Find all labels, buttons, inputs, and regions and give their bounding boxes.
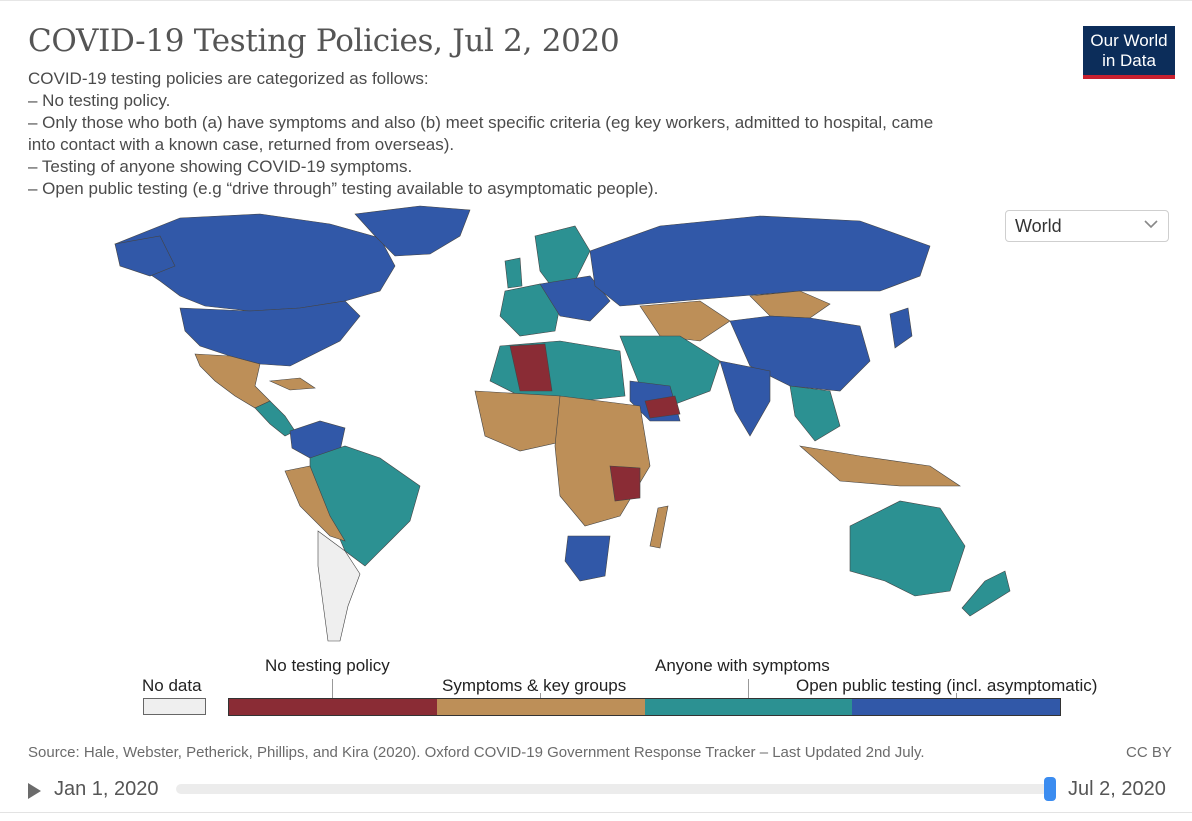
country-new-zealand[interactable] bbox=[961, 570, 1011, 617]
country-southeast-asia[interactable] bbox=[789, 385, 841, 442]
owid-logo[interactable]: Our World in Data bbox=[1083, 26, 1175, 79]
country-central-europe[interactable] bbox=[539, 275, 611, 322]
country-central-america[interactable] bbox=[254, 400, 296, 437]
timeline-end-date: Jul 2, 2020 bbox=[1068, 778, 1166, 800]
logo-line: in Data bbox=[1102, 51, 1156, 70]
source-note[interactable]: Source: Hale, Webster, Petherick, Philli… bbox=[28, 744, 925, 761]
license-link[interactable]: CC BY bbox=[1126, 744, 1172, 761]
country-uk[interactable] bbox=[504, 257, 523, 289]
legend-label-open-public: Open public testing (incl. asymptomatic) bbox=[796, 676, 1098, 695]
timeline-track[interactable] bbox=[176, 784, 1050, 794]
chart-subtitle: COVID-19 testing policies are categorize… bbox=[28, 68, 1028, 200]
country-argentina[interactable] bbox=[317, 530, 361, 642]
country-yemen[interactable] bbox=[644, 395, 681, 419]
country-greenland[interactable] bbox=[354, 205, 471, 257]
country-algeria[interactable] bbox=[509, 343, 553, 392]
legend-tick bbox=[332, 679, 333, 698]
subtitle-line: into contact with a known case, returned… bbox=[28, 135, 455, 154]
legend-no-data-label: No data bbox=[142, 676, 202, 695]
chart-title: COVID-19 Testing Policies, Jul 2, 2020 bbox=[28, 23, 620, 59]
legend-swatch-open-public[interactable] bbox=[852, 699, 1060, 715]
tab-bar-edge bbox=[0, 812, 1192, 821]
country-madagascar[interactable] bbox=[649, 505, 669, 549]
country-west-africa[interactable] bbox=[474, 390, 566, 452]
country-north-africa[interactable] bbox=[489, 340, 626, 402]
legend-color-bar bbox=[228, 698, 1061, 716]
subtitle-line: – Open public testing (e.g “drive throug… bbox=[28, 179, 659, 198]
country-central-africa[interactable] bbox=[554, 395, 651, 527]
country-kazakhstan[interactable] bbox=[639, 300, 731, 342]
timeline-handle[interactable] bbox=[1044, 777, 1056, 801]
legend-swatch-anyone-symptoms[interactable] bbox=[644, 699, 853, 715]
logo-line: Our World bbox=[1090, 31, 1168, 50]
subtitle-line: COVID-19 testing policies are categorize… bbox=[28, 69, 429, 88]
subtitle-line: – Only those who both (a) have symptoms … bbox=[28, 113, 934, 132]
country-tanzania[interactable] bbox=[609, 465, 641, 502]
country-mongolia[interactable] bbox=[749, 290, 831, 319]
legend-label-symptoms-key-groups: Symptoms & key groups bbox=[442, 676, 627, 695]
legend-swatch-no-testing[interactable] bbox=[229, 699, 437, 715]
legend-label-anyone-symptoms: Anyone with symptoms bbox=[655, 656, 830, 675]
region-select[interactable]: World bbox=[1005, 210, 1169, 242]
timeline-start-date: Jan 1, 2020 bbox=[54, 778, 159, 800]
world-map[interactable] bbox=[0, 196, 1192, 656]
legend-no-data-swatch[interactable] bbox=[143, 698, 206, 715]
region-select-value: World bbox=[1015, 216, 1062, 236]
legend-tick bbox=[956, 693, 957, 698]
legend-tick bbox=[540, 693, 541, 698]
subtitle-line: – Testing of anyone showing COVID-19 sym… bbox=[28, 157, 413, 176]
country-indonesia[interactable] bbox=[799, 445, 961, 487]
country-usa[interactable] bbox=[179, 300, 361, 367]
legend-tick bbox=[748, 679, 749, 698]
legend-swatch-symptoms-key-groups[interactable] bbox=[436, 699, 645, 715]
country-japan[interactable] bbox=[889, 307, 913, 349]
subtitle-line: – No testing policy. bbox=[28, 91, 171, 110]
chevron-down-icon bbox=[1144, 220, 1158, 229]
country-peru-bolivia[interactable] bbox=[284, 465, 346, 542]
country-australia[interactable] bbox=[849, 500, 966, 597]
country-alaska[interactable] bbox=[114, 235, 176, 277]
country-russia[interactable] bbox=[589, 215, 931, 307]
legend-label-no-testing: No testing policy bbox=[265, 656, 390, 675]
country-southern-africa[interactable] bbox=[564, 535, 611, 582]
country-cuba[interactable] bbox=[268, 377, 316, 391]
play-icon[interactable] bbox=[28, 783, 41, 799]
country-india[interactable] bbox=[719, 360, 771, 437]
